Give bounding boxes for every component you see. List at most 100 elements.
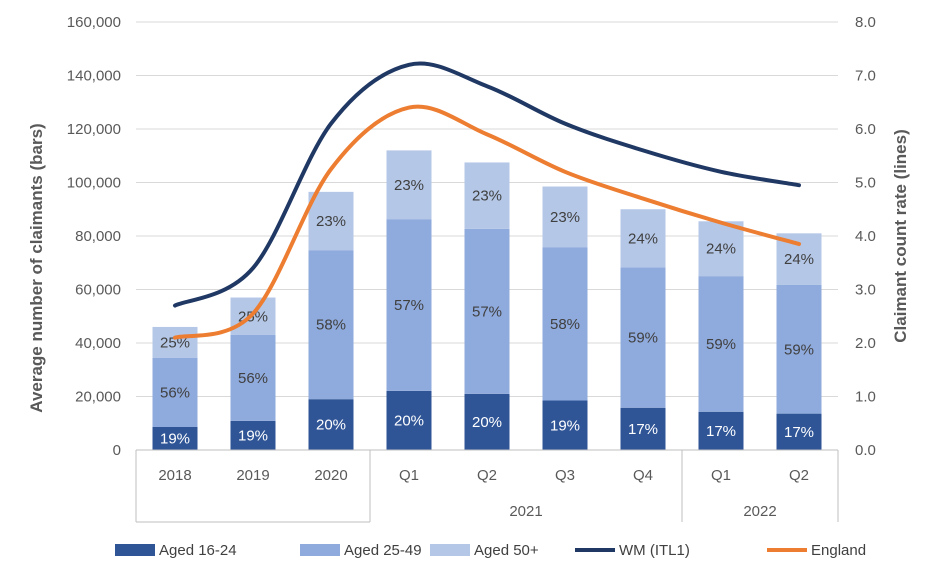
right-tick-label: 2.0: [855, 335, 876, 352]
segment-label: 23%: [472, 188, 502, 205]
segment-label: 59%: [628, 330, 658, 347]
segment-label: 20%: [472, 414, 502, 431]
segment-label: 19%: [160, 430, 190, 447]
segment-label: 20%: [394, 412, 424, 429]
left-tick-label: 40,000: [75, 335, 121, 352]
bar-segment: [386, 390, 432, 450]
segment-label: 23%: [316, 213, 346, 230]
segment-label: 23%: [550, 209, 580, 226]
bar-segment: [698, 411, 744, 450]
segment-label: 24%: [706, 241, 736, 258]
x-tick-label: 2019: [236, 467, 269, 484]
right-tick-label: 4.0: [855, 228, 876, 245]
bar-segment: [776, 413, 822, 450]
left-axis-ticks: 0 20,000 40,000 60,000 80,000 100,000 120,000 1…: [67, 14, 121, 459]
y-left-axis-title: Average number of claimants (bars): [27, 123, 46, 412]
x-group-label: 2022: [743, 503, 776, 520]
right-tick-label: 7.0: [855, 68, 876, 85]
legend-label: Aged 25-49: [344, 542, 422, 559]
legend-label: WM (ITL1): [619, 542, 690, 559]
bar-segment: [230, 420, 276, 450]
legend: Aged 16-24 Aged 25-49 Aged 50+ WM (ITL1) Eng…: [115, 542, 866, 559]
segment-label: 57%: [394, 297, 424, 314]
legend-label: Aged 16-24: [159, 542, 237, 559]
bar-segment: [230, 334, 276, 421]
x-tick-label: Q1: [711, 467, 731, 484]
bar-segment: [542, 400, 588, 450]
bar-segment: [152, 426, 198, 450]
left-tick-label: 80,000: [75, 228, 121, 245]
x-tick-label: Q2: [477, 467, 497, 484]
series-line: [173, 104, 801, 340]
bars: [152, 150, 822, 450]
bar-segment: [776, 284, 822, 414]
segment-label: 23%: [394, 177, 424, 194]
bar-segment: [620, 267, 666, 408]
bar-segment: [464, 393, 510, 450]
right-tick-label: 8.0: [855, 14, 876, 31]
segment-label: 19%: [550, 417, 580, 434]
bar-segment: [542, 186, 588, 248]
lines: [173, 61, 801, 340]
left-tick-label: 120,000: [67, 121, 121, 138]
segment-label: 56%: [238, 370, 268, 387]
bar-segment: [152, 326, 198, 358]
segment-label: 56%: [160, 384, 190, 401]
legend-label: Aged 50+: [474, 542, 539, 559]
segment-label: 20%: [316, 417, 346, 434]
right-tick-label: 5.0: [855, 175, 876, 192]
right-tick-label: 6.0: [855, 121, 876, 138]
segment-label: 59%: [706, 336, 736, 353]
right-tick-label: 0.0: [855, 442, 876, 459]
bar-segment: [386, 219, 432, 391]
segment-label: 24%: [628, 230, 658, 247]
x-tick-label: 2018: [158, 467, 191, 484]
x-axis: 2018 2019 2020 Q1 Q2 Q3 Q4 Q1 Q2 2021 2022: [135, 449, 839, 523]
right-axis-ticks: 0.0 1.0 2.0 3.0 4.0 5.0 6.0 7.0 8.0: [855, 14, 876, 459]
segment-label: 58%: [316, 317, 346, 334]
series-line: [173, 61, 801, 308]
x-group-label: 2021: [509, 503, 542, 520]
bar-segment: [464, 228, 510, 394]
bar-segment: [698, 276, 744, 412]
left-tick-label: 140,000: [67, 68, 121, 85]
segment-label: 17%: [706, 423, 736, 440]
x-tick-label: 2020: [314, 467, 347, 484]
segment-label: 17%: [784, 424, 814, 441]
bar-segment: [542, 247, 588, 401]
legend-swatch: [300, 544, 340, 556]
segment-label: 25%: [160, 334, 190, 351]
segment-label: 58%: [550, 316, 580, 333]
legend-label: England: [811, 542, 866, 559]
bar-segment: [698, 221, 744, 277]
legend-swatch: [115, 544, 155, 556]
segment-labels: 19%56%25%19%56%25%20%58%23%20%57%23%20%5…: [160, 177, 814, 448]
x-tick-label: Q3: [555, 467, 575, 484]
y-right-axis-title: Claimant count rate (lines): [891, 129, 910, 342]
right-tick-label: 3.0: [855, 282, 876, 299]
left-tick-label: 160,000: [67, 14, 121, 31]
segment-label: 17%: [628, 421, 658, 438]
bar-segment: [308, 191, 354, 251]
left-tick-label: 100,000: [67, 175, 121, 192]
left-tick-label: 20,000: [75, 389, 121, 406]
x-tick-label: Q4: [633, 467, 653, 484]
bar-segment: [386, 150, 432, 220]
segment-label: 57%: [472, 303, 502, 320]
bar-segment: [620, 209, 666, 268]
bar-segment: [308, 250, 354, 400]
left-tick-label: 60,000: [75, 282, 121, 299]
segment-label: 24%: [784, 251, 814, 268]
right-tick-label: 1.0: [855, 389, 876, 406]
x-tick-label: Q1: [399, 467, 419, 484]
bar-segment: [308, 399, 354, 450]
segment-label: 19%: [238, 427, 268, 444]
segment-label: 59%: [784, 341, 814, 358]
legend-swatch: [430, 544, 470, 556]
bar-segment: [464, 162, 510, 229]
bar-segment: [152, 357, 198, 427]
bar-segment: [620, 407, 666, 450]
x-tick-label: Q2: [789, 467, 809, 484]
left-tick-label: 0: [113, 442, 121, 459]
